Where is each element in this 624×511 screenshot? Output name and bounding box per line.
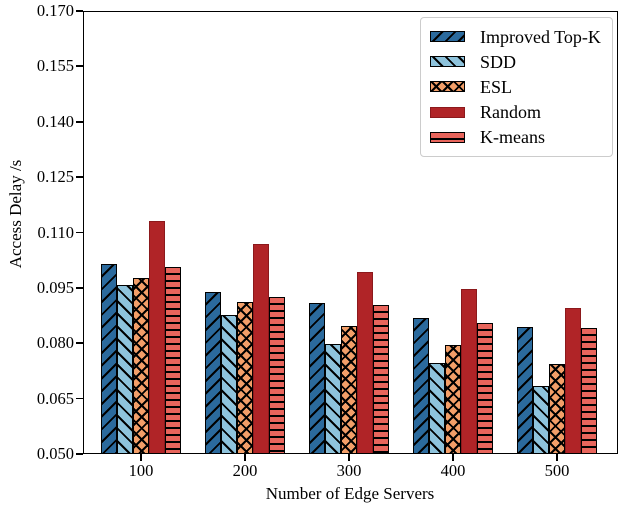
- y-tick-mark: [76, 286, 83, 289]
- legend-label: K-means: [480, 127, 545, 148]
- bar-random-100: [149, 221, 165, 454]
- y-tick-mark: [76, 65, 83, 68]
- bar-k-means-300: [373, 305, 389, 454]
- legend-swatch-icon: [430, 56, 465, 68]
- legend: Improved Top-K SDD ESL Random K-means: [420, 17, 613, 157]
- x-tick-label: 400: [440, 461, 466, 480]
- y-tick-label: 0.140: [36, 111, 74, 131]
- x-tick-mark: [452, 454, 454, 461]
- bar-improved-top-k-400: [413, 318, 429, 454]
- legend-swatch-icon: [430, 106, 465, 118]
- y-tick-mark: [76, 10, 83, 12]
- legend-label: Improved Top-K: [480, 26, 601, 47]
- bar-k-means-500: [581, 328, 597, 454]
- bar-improved-top-k-200: [205, 291, 221, 454]
- y-tick-label: 0.125: [36, 167, 74, 187]
- y-tick-mark: [76, 342, 83, 345]
- legend-row-improved-top-k: Improved Top-K: [430, 27, 608, 47]
- bar-sdd-200: [221, 314, 237, 454]
- bar-sdd-100: [117, 284, 133, 454]
- y-tick-label: 0.050: [36, 444, 74, 463]
- x-tick-mark: [556, 454, 558, 461]
- y-tick-mark: [76, 453, 83, 455]
- bar-k-means-200: [269, 296, 285, 454]
- bar-sdd-400: [429, 363, 445, 454]
- bar-esl-100: [133, 277, 149, 454]
- bar-esl-300: [341, 325, 357, 454]
- bar-random-400: [461, 289, 477, 454]
- legend-swatch-icon: [430, 31, 465, 43]
- y-tick-label: 0.110: [37, 222, 74, 242]
- y-tick-label: 0.080: [36, 333, 74, 353]
- bar-sdd-300: [325, 344, 341, 454]
- x-tick-label: 500: [544, 461, 570, 480]
- x-tick-mark: [244, 454, 246, 461]
- bar-k-means-400: [477, 323, 493, 454]
- y-tick-mark: [76, 397, 83, 400]
- x-tick-mark: [348, 454, 350, 461]
- bars-container: [83, 11, 618, 454]
- legend-swatch-icon: [430, 81, 465, 93]
- legend-swatch-icon: [430, 131, 465, 143]
- y-tick-label: 0.065: [36, 388, 74, 408]
- bar-esl-200: [237, 301, 253, 454]
- bar-sdd-500: [533, 385, 549, 454]
- x-axis-title: Number of Edge Servers: [265, 484, 435, 503]
- legend-label: ESL: [480, 76, 513, 97]
- y-tick-label: 0.155: [36, 56, 74, 76]
- bar-improved-top-k-500: [517, 326, 533, 454]
- x-tick-label: 200: [232, 461, 258, 480]
- bar-improved-top-k-100: [101, 263, 117, 454]
- bar-random-300: [357, 271, 373, 454]
- x-tick-label: 300: [336, 461, 362, 480]
- y-tick-mark: [76, 176, 83, 178]
- bar-k-means-100: [165, 267, 181, 454]
- plot-area: [83, 11, 618, 454]
- bar-improved-top-k-300: [309, 302, 325, 454]
- legend-label: Random: [480, 102, 541, 123]
- legend-label: SDD: [480, 51, 517, 72]
- y-tick-mark: [76, 120, 83, 123]
- x-tick-label: 100: [128, 461, 154, 480]
- bar-random-200: [253, 244, 269, 454]
- legend-row-random: Random: [430, 102, 608, 122]
- bar-esl-400: [445, 345, 461, 454]
- y-tick-mark: [76, 231, 83, 234]
- legend-row-esl: ESL: [430, 77, 608, 97]
- bar-random-500: [565, 307, 581, 454]
- x-tick-mark: [140, 454, 142, 461]
- legend-row-k-means: K-means: [430, 127, 608, 147]
- y-tick-label: 0.095: [36, 277, 74, 297]
- legend-row-sdd: SDD: [430, 52, 608, 72]
- bar-esl-500: [549, 364, 565, 454]
- y-tick-label: 0.170: [36, 1, 74, 20]
